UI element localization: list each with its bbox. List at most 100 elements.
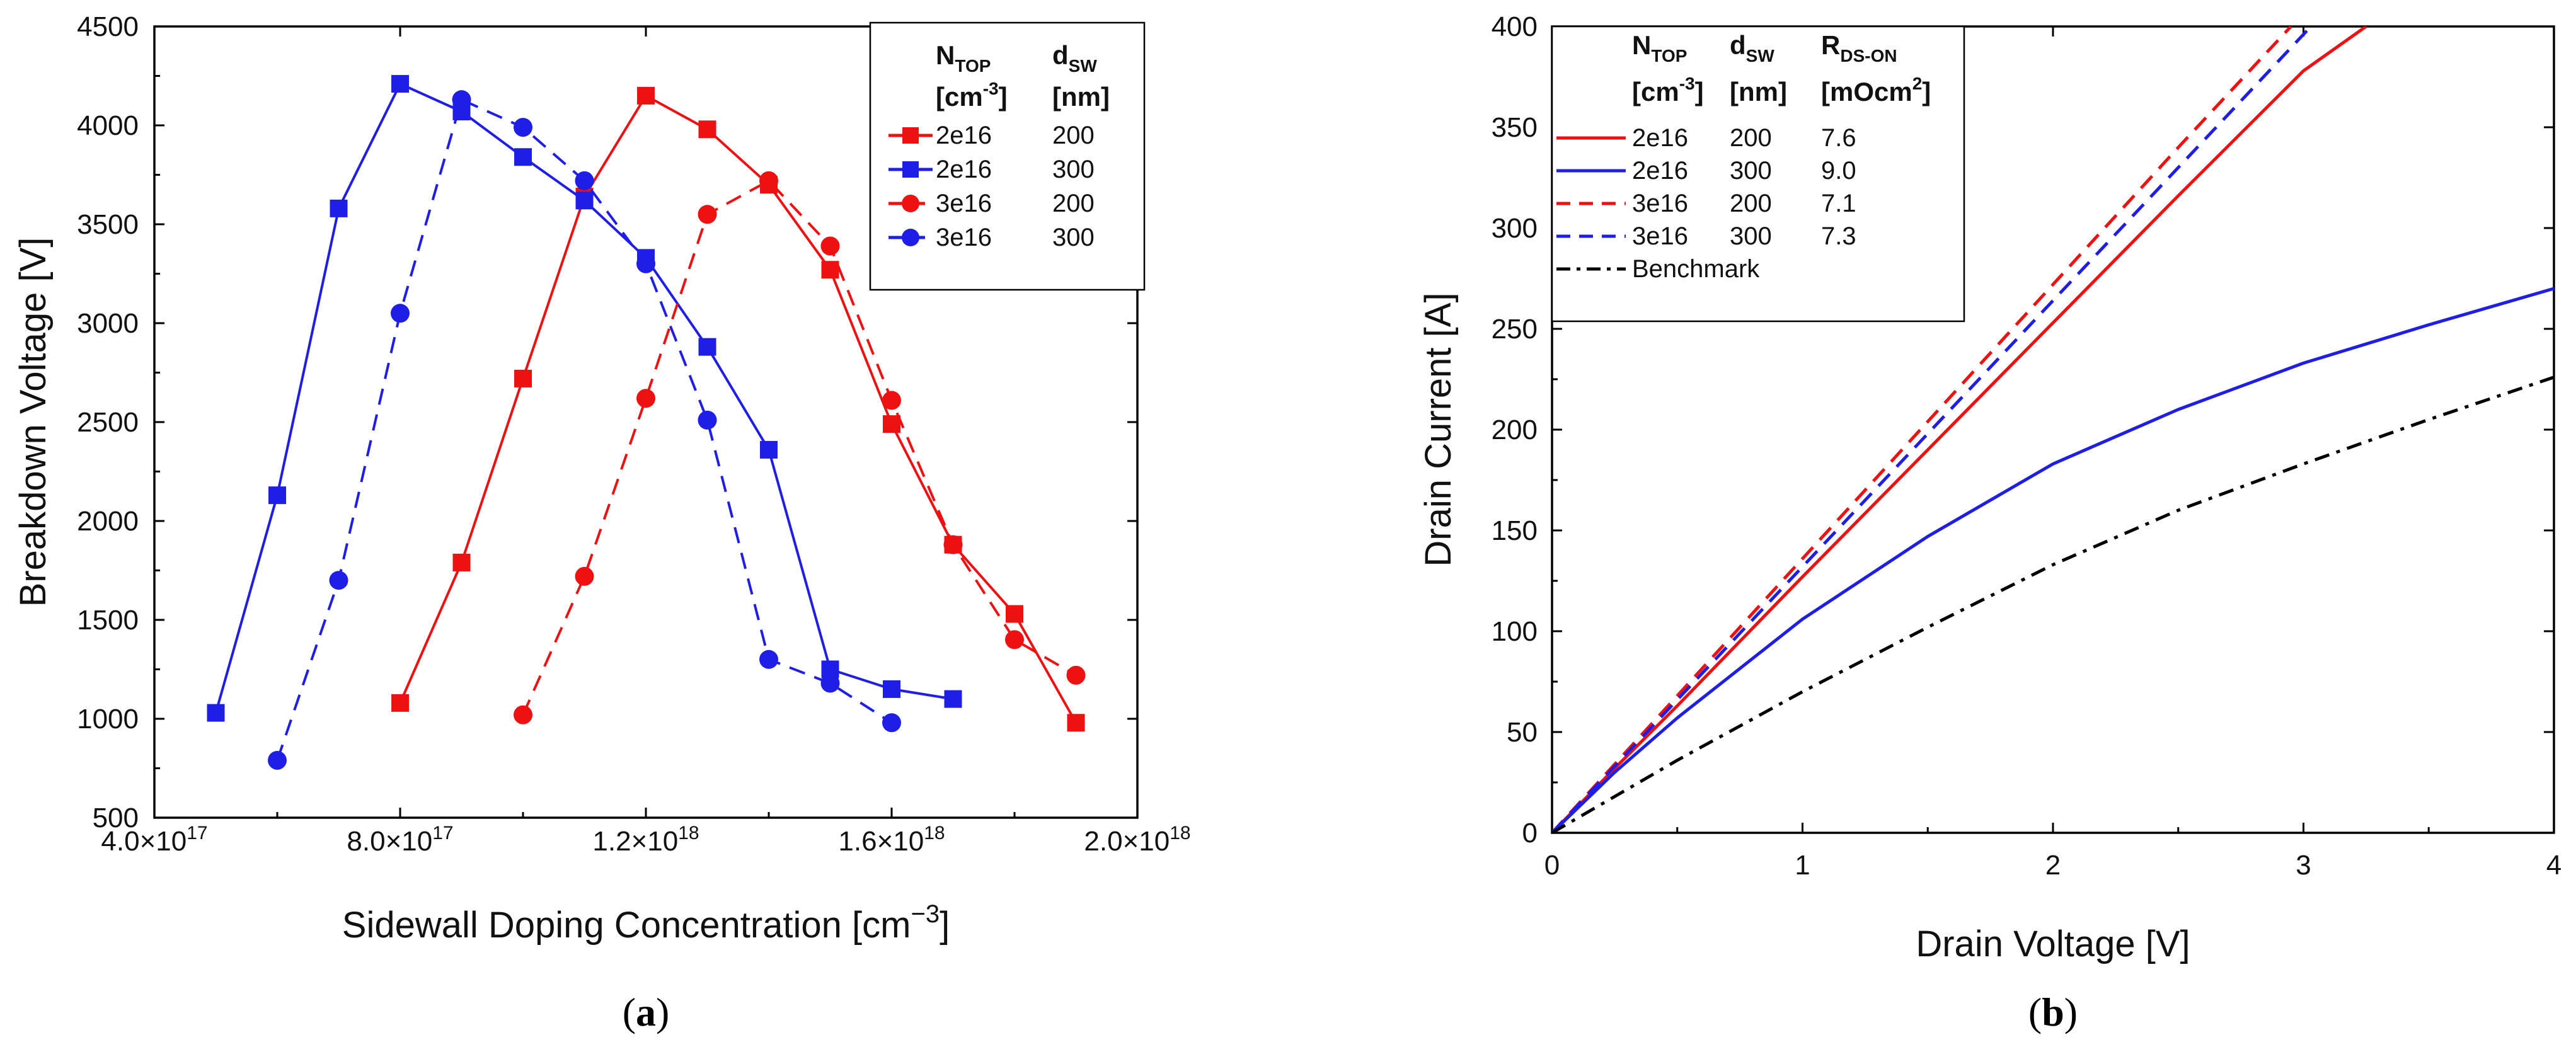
- series-line: [1552, 26, 2292, 833]
- x-tick-mantissa: 4: [2546, 850, 2562, 881]
- legend-dsw: 200: [1730, 190, 1772, 217]
- legend-header-main: d: [1052, 40, 1069, 70]
- x-tick-mantissa: 1: [1795, 850, 1810, 881]
- data-point-circle: [1005, 630, 1024, 649]
- data-point-circle: [636, 254, 655, 273]
- legend-dsw: 200: [1052, 122, 1095, 149]
- legend-unit-main: [cm: [936, 82, 983, 112]
- x-tick-label: 1.6×1018: [838, 823, 945, 857]
- legend-dsw: 300: [1730, 222, 1772, 250]
- data-point-square: [883, 680, 900, 698]
- x-axis-title: Drain Voltage [V]: [1916, 924, 2190, 964]
- legend-dsw: 300: [1052, 224, 1095, 251]
- y-tick-label: 1000: [77, 704, 139, 735]
- x-axis-title-main: Sidewall Doping Concentration [cm: [342, 905, 911, 946]
- legend-marker-circle: [902, 229, 919, 246]
- legend-dsw: 200: [1052, 190, 1095, 217]
- legend-header-sub: TOP: [1651, 46, 1687, 66]
- data-point-square: [514, 369, 532, 387]
- legend-unit-main: [mOcm: [1821, 77, 1912, 106]
- x-tick-mantissa: 2: [2045, 850, 2061, 881]
- data-point-square: [207, 704, 225, 722]
- legend-ntop: 2e16: [936, 122, 992, 149]
- series-line: [1552, 375, 2554, 833]
- legend-header: NTOP: [1632, 30, 1687, 66]
- legend-marker-square: [902, 161, 919, 178]
- data-point-square: [391, 75, 409, 93]
- x-tick-label: 4.0×1017: [101, 823, 207, 857]
- data-point-square: [268, 486, 286, 505]
- legend-marker-circle: [902, 195, 919, 212]
- y-tick-label: 200: [1492, 415, 1538, 445]
- data-point-circle: [882, 713, 901, 733]
- y-axis-title: Drain Current [A]: [1418, 292, 1459, 566]
- panel-caption: (a): [623, 990, 670, 1034]
- y-tick-label: 2000: [77, 506, 139, 537]
- x-axis-title-main: Drain Voltage [V]: [1916, 924, 2190, 964]
- legend-unit-main: [nm]: [1730, 77, 1787, 106]
- legend-header-unit: [mOcm2]: [1821, 74, 1931, 106]
- legend-header-sub: DS-ON: [1840, 46, 1897, 66]
- data-point-circle: [391, 304, 410, 323]
- legend-unit-end: ]: [1922, 77, 1931, 106]
- panel-caption: (b): [2028, 990, 2078, 1034]
- x-tick-exponent: 18: [924, 823, 945, 844]
- legend-header: NTOP: [936, 40, 991, 76]
- data-point-square: [1006, 605, 1023, 623]
- y-tick-label: 50: [1507, 717, 1538, 748]
- legend-header-unit: [cm-3]: [936, 79, 1008, 112]
- x-tick-label: 2: [2045, 850, 2061, 881]
- x-tick-mantissa: 1.2×10: [592, 826, 678, 857]
- data-point-circle: [452, 90, 471, 110]
- legend-rds: 7.3: [1821, 222, 1856, 250]
- x-tick-exponent: 17: [432, 823, 453, 844]
- x-tick-mantissa: 3: [2296, 850, 2311, 881]
- legend-ntop: 2e16: [1632, 124, 1688, 152]
- y-tick-label: 4500: [77, 11, 139, 42]
- legend-header-sub: TOP: [955, 56, 991, 76]
- data-point-circle: [329, 571, 348, 590]
- data-point-circle: [759, 649, 778, 669]
- legend-header: dSW: [1052, 40, 1097, 76]
- x-axis-title-end: ]: [940, 905, 950, 946]
- legend-box: [1551, 25, 1965, 323]
- series-line: [1552, 26, 2367, 833]
- series-group: [1552, 26, 2554, 833]
- legend-ntop: 2e16: [1632, 157, 1688, 185]
- legend-unit-main: [nm]: [1052, 82, 1110, 112]
- y-tick-label: 3500: [77, 209, 139, 240]
- caption-letter: b: [2042, 990, 2064, 1034]
- x-tick-label: 1.2×1018: [592, 823, 699, 857]
- series-line: [399, 94, 1078, 724]
- x-tick-mantissa: 2.0×10: [1084, 826, 1170, 857]
- data-point-circle: [636, 389, 655, 408]
- legend-header-unit: [nm]: [1730, 77, 1787, 106]
- data-point-square: [514, 148, 532, 166]
- x-tick-label: 4: [2546, 850, 2562, 881]
- chart-a: 4.0×1017 8.0×1017 1.2×1018 1.6×1018 2.0×1018…: [13, 11, 1191, 1034]
- legend-rds: 7.1: [1821, 190, 1856, 217]
- y-tick-label: 400: [1492, 11, 1538, 42]
- legend-header-unit: [nm]: [1052, 82, 1110, 112]
- data-point-circle: [575, 566, 594, 586]
- legend-header-main: N: [1632, 30, 1651, 60]
- data-point-circle: [514, 705, 532, 724]
- legend-header-main: N: [936, 40, 955, 70]
- legend-unit-sup: 2: [1912, 74, 1923, 93]
- legend-unit-sup: -3: [1679, 74, 1695, 93]
- x-axis-title: Sidewall Doping Concentration [cm−3]: [342, 900, 950, 946]
- legend-label: Benchmark: [1632, 255, 1760, 283]
- y-tick-label: 4000: [77, 110, 139, 141]
- legend-header: dSW: [1730, 30, 1774, 66]
- series-line: [1552, 26, 2313, 833]
- data-point-square: [821, 261, 839, 279]
- y-tick-label: 150: [1492, 515, 1538, 546]
- x-tick-mantissa: 4.0×10: [101, 826, 187, 857]
- data-point-square: [330, 199, 348, 217]
- caption-open: (: [2028, 990, 2042, 1034]
- legend-dsw: 200: [1730, 124, 1772, 152]
- legend-box: [869, 21, 1146, 291]
- data-point-square: [698, 120, 716, 139]
